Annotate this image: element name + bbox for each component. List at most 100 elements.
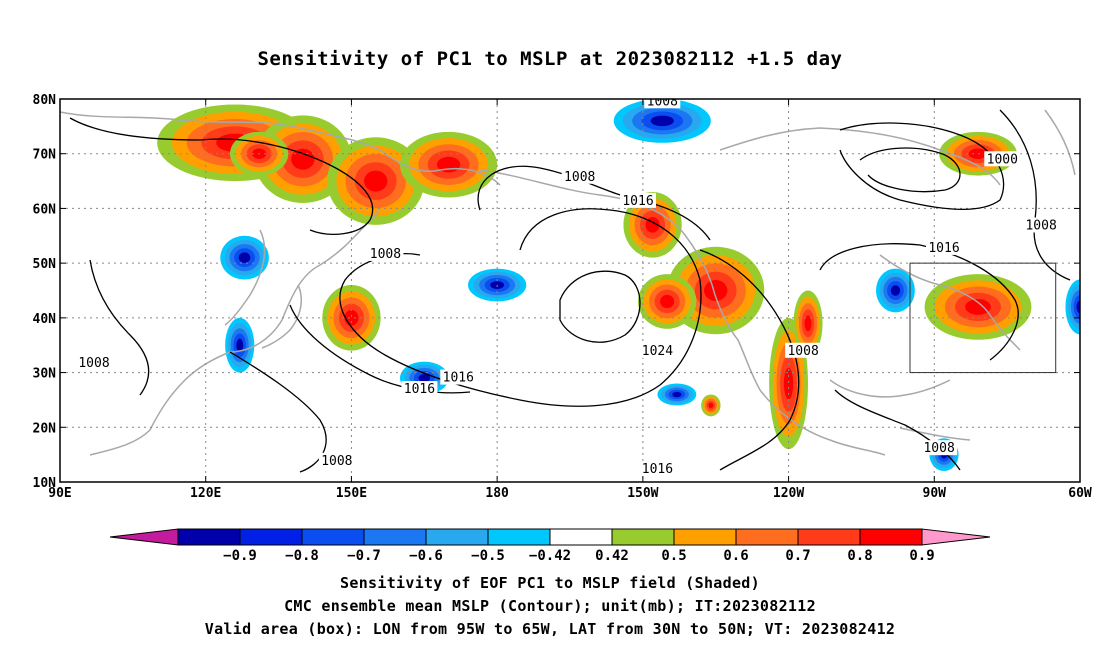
- positive-sensitivity-blob: [344, 309, 359, 326]
- contour-labels: 1008 1008 1016 1008 1000 1008 1016 1024 1008 1016…: [76, 94, 1060, 477]
- positive-sensitivity-blob: [364, 170, 388, 192]
- positive-sensitivity-blob: [708, 402, 714, 409]
- negative-sensitivity-blob: [1076, 300, 1080, 314]
- valid-area-box: [909, 262, 1057, 374]
- colorbar-label: −0.5: [471, 548, 505, 564]
- contour-label-bg: [367, 245, 404, 261]
- contour-label: 1008: [787, 344, 818, 359]
- contour-label: 1008: [321, 454, 352, 469]
- negative-sensitivity-blob: [672, 391, 682, 398]
- colorbar-swatch: [239, 528, 303, 546]
- lon-tick-label: 150W: [627, 486, 658, 501]
- colorbar-swatch: [673, 528, 737, 546]
- contour-label-bg: [644, 99, 681, 109]
- contour-label: 1016: [928, 241, 959, 256]
- lat-tick-label: 80N: [33, 93, 57, 108]
- lon-tick-label: 90E: [48, 486, 71, 501]
- contour-label: 1000: [987, 152, 1018, 167]
- contour-label-bg: [401, 381, 438, 397]
- contour-label-bg: [76, 354, 112, 370]
- colorbar-swatch: [859, 528, 923, 546]
- contour-label: 1008: [564, 170, 595, 185]
- positive-sensitivity-blob: [804, 315, 812, 332]
- positive-sensitivity-blob: [291, 148, 315, 170]
- lat-tick-label: 10N: [33, 476, 57, 491]
- negative-sensitivity-blob: [890, 285, 901, 296]
- colorbar-swatch: [611, 528, 675, 546]
- colorbar-label: −0.42: [529, 548, 571, 564]
- contour-label-bg: [620, 192, 656, 208]
- colorbar-swatch: [177, 528, 241, 546]
- lat-tick-label: 50N: [33, 257, 57, 272]
- contour-label-bg: [921, 440, 958, 456]
- caption-line-2: CMC ensemble mean MSLP (Contour); unit(m…: [284, 597, 816, 615]
- positive-sensitivity-blob: [783, 367, 794, 400]
- contour-label: 1008: [923, 441, 954, 456]
- colorbar-swatch: [363, 528, 427, 546]
- caption-line-1: Sensitivity of EOF PC1 to MSLP field (Sh…: [340, 574, 760, 592]
- lon-tick-label: 120E: [190, 486, 221, 501]
- lon-tick-label: 90W: [923, 486, 947, 501]
- contour-label-bg: [926, 239, 962, 255]
- caption-line-3: Valid area (box): LON from 95W to 65W, L…: [204, 620, 896, 638]
- contour-label: 1008: [647, 94, 678, 109]
- positive-sensitivity-blob: [965, 299, 991, 315]
- colorbar-label: −0.8: [285, 548, 319, 564]
- colorbar-swatch: [549, 528, 613, 546]
- contour-label-bg: [561, 168, 598, 184]
- colorbar-label: −0.9: [223, 548, 257, 564]
- positive-sensitivity-blob: [704, 279, 728, 302]
- colorbar-label: 0.9: [909, 548, 934, 564]
- colorbar-label: 0.5: [661, 548, 686, 564]
- colorbar-label: 0.7: [785, 548, 810, 564]
- colorbar-min-arrow: [109, 528, 179, 546]
- contour-label: 1008: [78, 356, 109, 371]
- contour-label: 1016: [642, 462, 673, 477]
- colorbar-label: −0.7: [347, 548, 381, 564]
- lat-tick-label: 60N: [33, 202, 57, 217]
- contour-label: 1024: [642, 344, 673, 359]
- contour-label-bg: [785, 342, 822, 358]
- colorbar-swatch: [487, 528, 551, 546]
- contour-label: 1016: [404, 382, 435, 397]
- negative-sensitivity-blob: [418, 374, 431, 382]
- lon-tick-label: 120W: [773, 486, 804, 501]
- lat-tick-label: 30N: [33, 367, 57, 382]
- negative-sensitivity-blob: [238, 252, 251, 263]
- contour-label: 1008: [1025, 218, 1056, 233]
- colorbar-swatch: [301, 528, 365, 546]
- contour-label: 1008: [370, 247, 401, 262]
- positive-sensitivity-blob: [660, 294, 675, 309]
- contour-label: 1016: [622, 194, 653, 209]
- colorbar-label: 0.8: [847, 548, 872, 564]
- contour-label-bg: [1023, 217, 1060, 233]
- contour-label-bg: [639, 342, 676, 358]
- lon-tick-label: 60W: [1068, 486, 1092, 501]
- lat-tick-label: 70N: [33, 148, 57, 163]
- contour-label-bg: [984, 151, 1021, 167]
- negative-sensitivity-blob: [650, 115, 674, 127]
- map-frame: [59, 98, 1081, 483]
- colorbar-max-arrow: [921, 528, 991, 546]
- colorbar-label: 0.6: [723, 548, 748, 564]
- coastlines: [60, 109, 1076, 456]
- negative-sensitivity-blob: [236, 338, 244, 352]
- contour-label: 1016: [443, 371, 474, 386]
- contour-label-bg: [440, 369, 477, 385]
- lat-tick-label: 40N: [33, 312, 57, 327]
- lon-tick-label: 150E: [336, 486, 367, 501]
- plot-area: 1008 1008 1016 1008 1000 1008 1016 1024 1008 1016…: [60, 94, 1080, 482]
- colorbar-label: 0.42: [595, 548, 629, 564]
- lon-tick-label: 180: [485, 486, 509, 501]
- colorbar-swatch: [735, 528, 799, 546]
- colorbar-swatch: [797, 528, 861, 546]
- lat-tick-label: 20N: [33, 421, 57, 436]
- colorbar-swatch: [425, 528, 489, 546]
- colorbar: −0.9 −0.8 −0.7 −0.6 −0.5 −0.42 0.42 0.5 0.6 0.7 0.…: [109, 528, 991, 564]
- mslp-contours: [69, 109, 1071, 473]
- contour-label-bg: [318, 452, 355, 468]
- colorbar-label: −0.6: [409, 548, 443, 564]
- contour-label-bg: [639, 460, 676, 476]
